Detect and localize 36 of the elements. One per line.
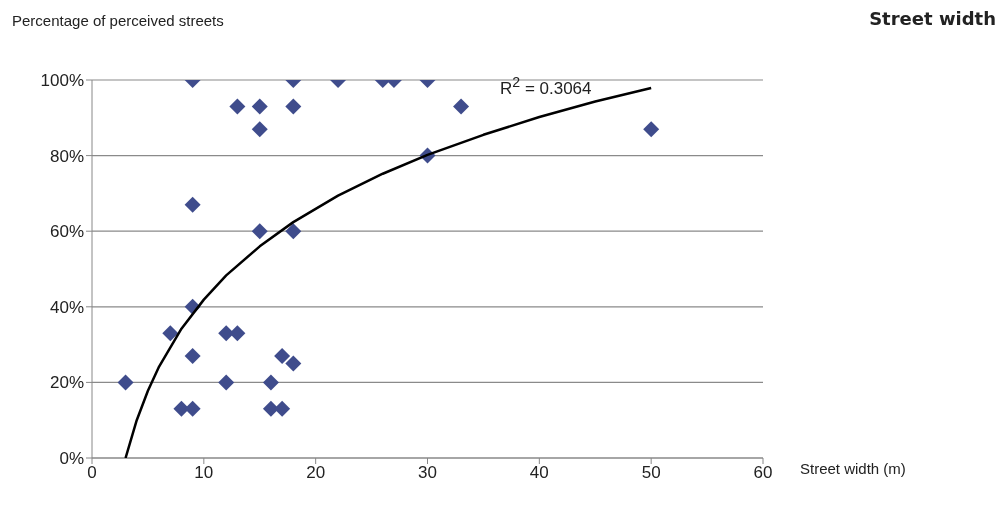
x-tick-label: 0: [87, 463, 97, 483]
point: [285, 223, 302, 240]
x-tick-label: 40: [529, 463, 549, 483]
point: [117, 374, 134, 391]
y-tick-label: 80%: [49, 146, 84, 166]
x-tick-label: 10: [194, 463, 214, 483]
point: [251, 121, 268, 138]
point: [643, 121, 660, 138]
y-tick-label: 40%: [49, 297, 84, 317]
x-tick-label: 30: [418, 463, 437, 483]
y-axis-title: Percentage of perceived streets: [12, 12, 224, 29]
y-tick-label: 20%: [49, 373, 84, 393]
text: Street width: [869, 8, 996, 29]
y-tick-label: 60%: [49, 222, 84, 242]
point: [184, 347, 201, 364]
point: [453, 98, 470, 115]
point: [285, 98, 302, 115]
x-tick-label: 50: [641, 463, 661, 483]
point: [262, 374, 279, 391]
point: [218, 374, 235, 391]
point: [229, 98, 246, 115]
point: [162, 325, 179, 342]
x-tick-label: 60: [753, 463, 773, 483]
point: [262, 400, 279, 417]
x-tick-label: 20: [306, 463, 326, 483]
x-axis-title: Street width (m): [800, 460, 906, 477]
point: [251, 98, 268, 115]
point: [229, 325, 246, 342]
y-tick-label: 100%: [40, 71, 84, 91]
point: [285, 355, 302, 372]
annotation: R$^{2}$ = 0.3064: [500, 74, 592, 99]
point: [274, 347, 291, 364]
point: [184, 196, 201, 213]
point: [274, 400, 291, 417]
point: [251, 223, 268, 240]
y-tick-label: 0%: [59, 449, 84, 469]
